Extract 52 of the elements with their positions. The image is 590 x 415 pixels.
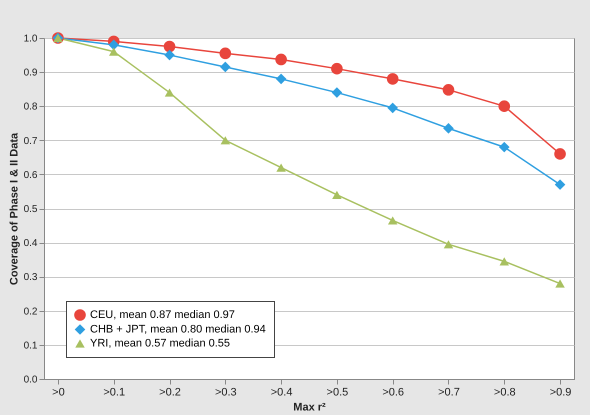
point [164, 88, 174, 97]
y-tick-label: 1.0 [24, 34, 38, 44]
point [500, 257, 510, 266]
x-tick-label: >0.1 [103, 386, 126, 398]
point [554, 179, 566, 190]
x-tick-label: >0.9 [550, 386, 572, 398]
point [388, 216, 398, 225]
point [332, 190, 342, 199]
x-tick-label: >0.6 [382, 386, 404, 398]
x-tick-label: >0.3 [214, 386, 237, 398]
point [220, 48, 232, 60]
x-tick-label: >0.4 [270, 386, 292, 398]
point [332, 87, 342, 98]
y-tick-label: 0.6 [24, 170, 38, 181]
point [498, 142, 510, 152]
point [164, 50, 175, 60]
point [387, 102, 398, 114]
point [386, 73, 398, 85]
point [276, 74, 286, 84]
x-axis-title: Max r² [293, 402, 326, 414]
x-tick-label: >0 [52, 386, 65, 398]
x-tick-label: >0.5 [326, 386, 348, 398]
point [555, 279, 565, 288]
x-tick-label: >0.2 [159, 386, 181, 398]
point [498, 100, 510, 112]
y-axis-title: Coverage of Phase I & II Data [8, 132, 21, 286]
point [108, 48, 118, 56]
y-tick-label: 0.7 [24, 136, 38, 147]
point [220, 62, 231, 72]
legend-label: CHB + JPT, mean 0.80 median 0.94 [90, 324, 266, 336]
y-tick-label: 0.1 [24, 340, 38, 352]
point [442, 84, 454, 96]
point [276, 163, 286, 172]
y-tick-label: 0.2 [24, 306, 38, 318]
point [444, 240, 454, 248]
y-tick-label: 0.9 [24, 68, 38, 79]
y-tick-label: 0.4 [24, 238, 38, 250]
y-tick-label: 0.0 [24, 374, 38, 386]
point [108, 40, 120, 50]
x-tick-label: >0.7 [438, 386, 460, 398]
legend-label: CEU, mean 0.87 median 0.97 [90, 309, 235, 321]
y-tick-label: 0.5 [24, 204, 38, 215]
y-tick-label: 0.8 [24, 102, 38, 113]
y-tick-label: 0.3 [24, 272, 38, 284]
legend-label: YRI, mean 0.57 median 0.55 [90, 338, 230, 350]
point [443, 123, 454, 134]
point [554, 148, 566, 160]
point [275, 54, 287, 66]
point [331, 62, 343, 74]
point [164, 40, 176, 52]
point [220, 136, 230, 144]
x-tick-label: >0.8 [494, 386, 516, 398]
